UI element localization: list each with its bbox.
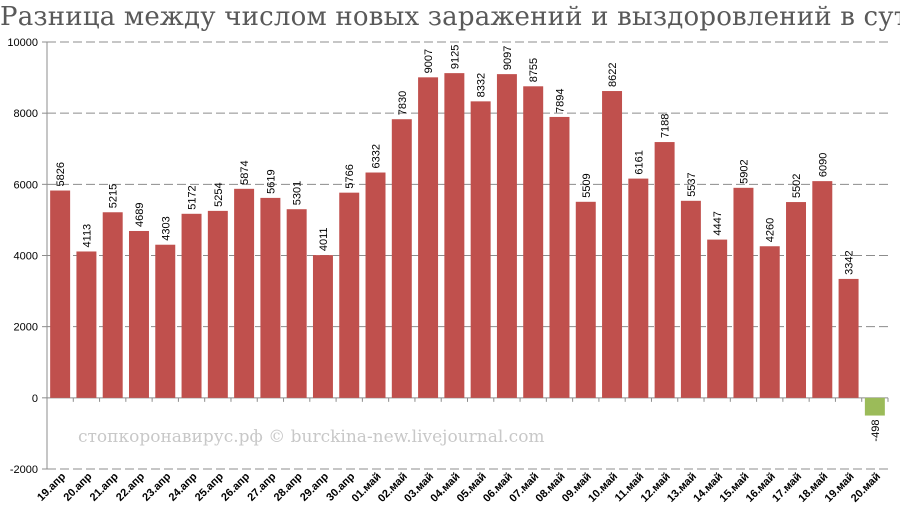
bar (549, 116, 570, 398)
data-label: 4689 (134, 202, 146, 226)
category-labels: 19.апр20.апр21.апр22.апр23.апр24.апр25.а… (35, 470, 883, 504)
bar (312, 255, 333, 398)
data-label: 6332 (371, 144, 383, 168)
category-label: 19.апр (35, 470, 68, 503)
category-label: 20.апр (61, 470, 94, 503)
data-label: 4113 (81, 224, 93, 248)
y-tick-label: 2000 (14, 322, 38, 334)
y-tick-label: -2000 (10, 464, 38, 476)
bar (680, 200, 701, 398)
bar (50, 190, 71, 398)
data-label: 5902 (738, 159, 750, 183)
data-label: 5215 (108, 184, 120, 208)
data-label: 5254 (213, 182, 225, 206)
data-label: 5509 (581, 173, 593, 197)
data-label: 6161 (633, 150, 645, 174)
data-label: 8332 (476, 73, 488, 97)
y-tick-label: 0 (32, 393, 38, 405)
data-label: 4447 (712, 211, 724, 235)
bar (759, 246, 780, 398)
y-tick-label: 4000 (14, 251, 38, 263)
data-label: 6090 (817, 153, 829, 177)
category-label: 22.апр (114, 470, 147, 503)
data-label: 9125 (449, 45, 461, 69)
bar (391, 119, 412, 398)
bar (128, 230, 149, 398)
data-label: 5502 (791, 174, 803, 198)
watermark-text: стопкоронавирус.рф © burckina-new.livejo… (78, 427, 545, 447)
data-label: 5826 (55, 162, 67, 186)
bar (523, 86, 544, 398)
bar (155, 244, 176, 398)
bar (444, 73, 465, 398)
data-label: 8755 (528, 58, 540, 82)
bar (234, 188, 255, 398)
chart-title: Разница между числом новых заражений и в… (0, 2, 900, 32)
data-label: 8622 (607, 63, 619, 87)
bar (786, 202, 807, 398)
category-label: 10.май (586, 471, 620, 505)
data-label: 5537 (686, 172, 698, 196)
category-label: 26.апр (219, 470, 252, 503)
data-label: 9097 (502, 46, 514, 70)
bar (733, 187, 754, 398)
category-label: 20.май (849, 471, 883, 505)
bar (339, 192, 360, 398)
bar (496, 74, 517, 398)
data-label: 4011 (318, 227, 330, 251)
data-label: 4260 (765, 218, 777, 242)
category-label: 27.апр (245, 470, 278, 503)
data-label: 5619 (265, 169, 277, 193)
bar (864, 397, 885, 416)
data-label: 7188 (660, 114, 672, 138)
bar (470, 101, 491, 398)
data-label: 5172 (187, 185, 199, 209)
bar (602, 91, 623, 398)
data-label: 5301 (292, 181, 304, 205)
bars (50, 73, 885, 416)
y-tick-label: 8000 (14, 108, 38, 120)
y-tick-label: 6000 (14, 179, 38, 191)
bar (286, 209, 307, 398)
bar (812, 181, 833, 398)
bar (575, 201, 596, 398)
bar (260, 197, 281, 398)
data-label: 4303 (160, 216, 172, 240)
category-label: 28.апр (272, 470, 305, 503)
category-label: 21.апр (88, 470, 121, 503)
bar (207, 210, 228, 398)
bar (654, 142, 675, 398)
category-label: 23.апр (140, 470, 173, 503)
axes: -2000 0 2000 4000 6000 8000 10000 (7, 37, 889, 476)
data-labels: 5826 4113 5215 4689 4303 5172 5254 5874 5619 5301… (55, 45, 882, 442)
gridlines (47, 41, 888, 470)
bar (181, 213, 202, 398)
category-label: 24.апр (167, 470, 200, 503)
category-label: 25.апр (193, 470, 226, 503)
data-label: 9007 (423, 49, 435, 73)
data-label: 7830 (397, 91, 409, 115)
data-label: 5766 (344, 164, 356, 188)
bar (102, 212, 123, 398)
data-label: 7894 (554, 88, 566, 112)
bar (365, 172, 386, 398)
bar (76, 251, 97, 398)
category-label: 29.апр (298, 470, 331, 503)
bar (418, 77, 439, 398)
bar (628, 178, 649, 398)
bar (838, 278, 859, 398)
data-label: -498 (870, 420, 882, 442)
y-tick-label: 10000 (7, 37, 38, 49)
bar (707, 239, 728, 398)
data-label: 3342 (844, 250, 856, 274)
data-label: 5874 (239, 160, 251, 184)
